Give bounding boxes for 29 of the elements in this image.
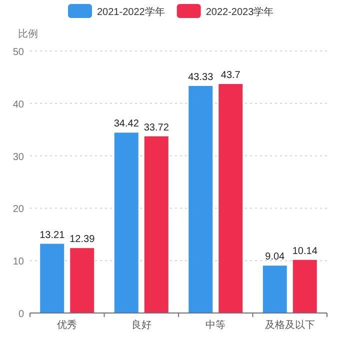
y-axis-title: 比例 [18,28,38,40]
x-tick-label: 及格及以下 [264,319,315,331]
bar [262,266,287,313]
y-tick-label: 10 [12,256,24,268]
data-label: 43.7 [220,70,241,82]
y-tick-label: 0 [18,309,24,320]
data-label: 12.39 [70,234,96,246]
bar [188,86,213,313]
y-tick-label: 20 [12,204,24,216]
data-label: 10.14 [292,246,318,257]
data-label: 9.04 [265,252,286,263]
y-tick-label: 30 [12,152,24,163]
bar [40,244,64,313]
bar [144,136,168,313]
y-tick-label: 50 [12,47,24,58]
x-tick-label: 良好 [131,319,152,331]
data-label: 43.33 [188,72,214,83]
legend-label: 2021-2022学年 [97,6,165,18]
data-label: 34.42 [114,118,140,130]
bar [292,260,317,313]
data-label: 13.21 [40,230,66,241]
legend-label: 2022-2023学年 [206,6,274,18]
x-tick-label: 优秀 [57,319,78,331]
bar [218,84,243,313]
x-tick-label: 中等 [206,319,226,331]
bar [114,132,138,313]
data-label: 33.72 [144,122,170,134]
bar [70,248,94,313]
y-tick-label: 40 [12,99,24,110]
